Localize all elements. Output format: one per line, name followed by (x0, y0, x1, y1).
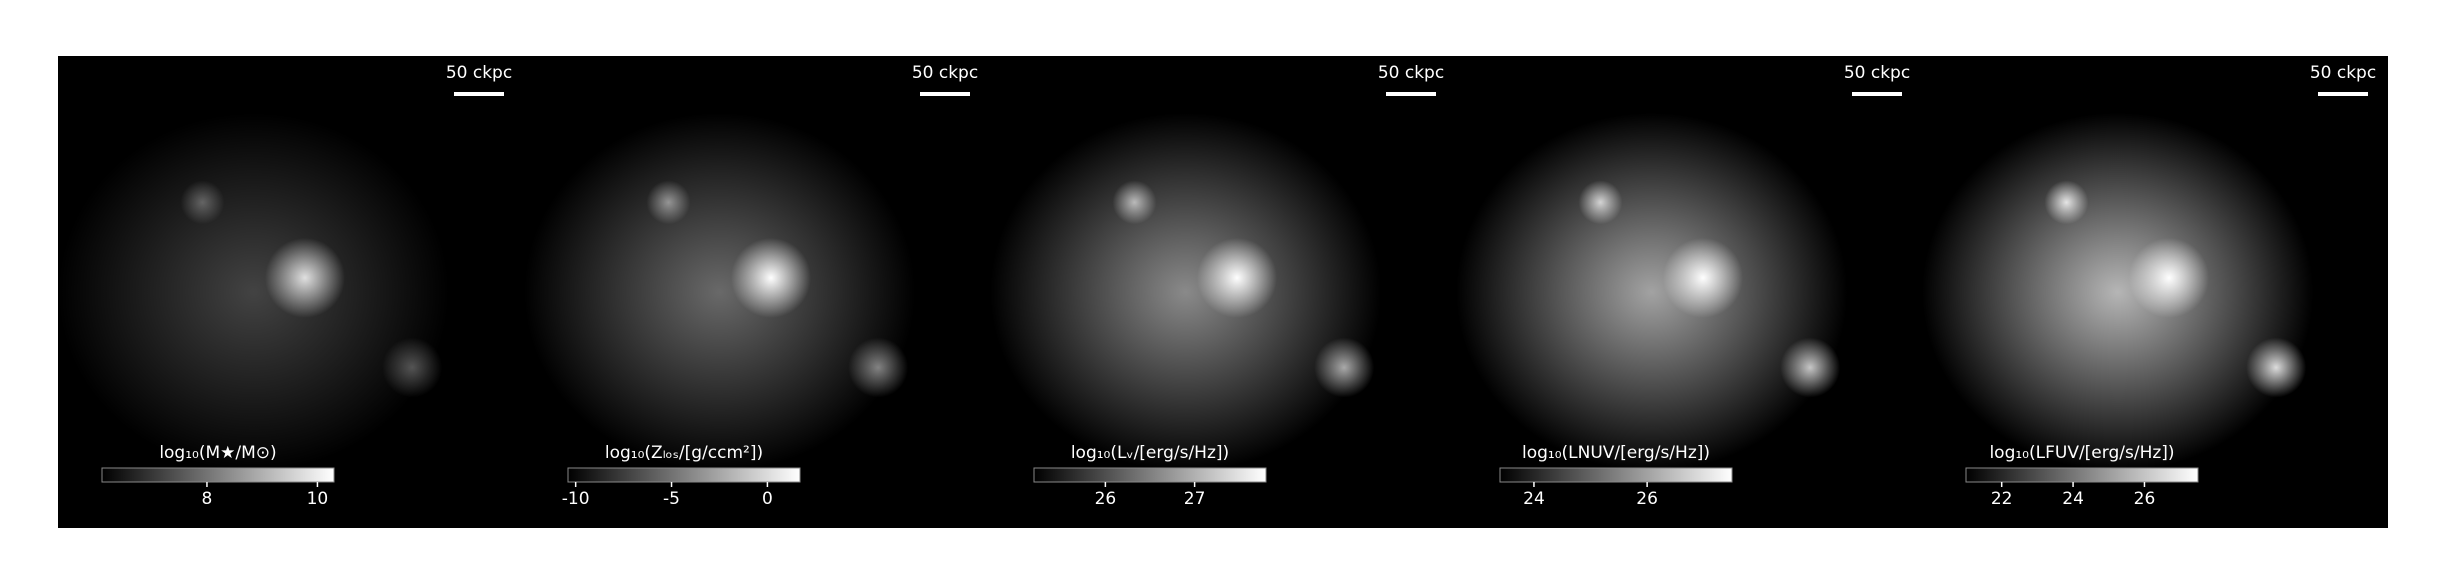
map-satellite (646, 180, 691, 225)
map-diffuse (1922, 112, 2314, 472)
map-diffuse (524, 112, 916, 472)
map-satellite (2044, 180, 2089, 225)
scale-label: 50 ckpc (912, 63, 978, 83)
map-core (2128, 237, 2209, 318)
map-satellite (1578, 180, 1623, 225)
colorbar-tick-label: 8 (202, 489, 213, 509)
colorbar (1499, 467, 1733, 483)
map-satellite (1314, 337, 1375, 398)
colorbar-tick-label: 26 (1095, 489, 1117, 509)
map-core (1196, 237, 1277, 318)
map-core (264, 237, 345, 318)
colorbar-tick-label: 27 (1184, 489, 1206, 509)
scale-label: 50 ckpc (1378, 63, 1444, 83)
colorbar-tick-label: -5 (663, 489, 680, 509)
map-core (730, 237, 811, 318)
colorbar-label: log₁₀(Zₗₒₛ/[g/ccm²]) (605, 443, 763, 463)
scale-label: 50 ckpc (2310, 63, 2376, 83)
colorbar-label: log₁₀(LFUV/[erg/s/Hz]) (1989, 443, 2174, 463)
colorbar (567, 467, 801, 483)
colorbar-tick-label: 26 (2134, 489, 2156, 509)
colorbar-tick-label: 24 (1523, 489, 1545, 509)
map-diffuse (58, 112, 450, 472)
colorbar-label: log₁₀(Lᵥ/[erg/s/Hz]) (1071, 443, 1229, 463)
colorbar-tick-label: 22 (1991, 489, 2013, 509)
colorbar-label: log₁₀(M★/M⊙) (159, 443, 276, 463)
colorbar (1033, 467, 1267, 483)
map-satellite (1780, 337, 1841, 398)
map-diffuse (1456, 112, 1848, 472)
map-satellite (180, 180, 225, 225)
colorbar (1965, 467, 2199, 483)
colorbar-tick-label: 24 (2062, 489, 2084, 509)
colorbar-tick-label: 10 (307, 489, 329, 509)
colorbar-tick-label: -10 (562, 489, 590, 509)
scale-label: 50 ckpc (1844, 63, 1910, 83)
colorbar (101, 467, 335, 483)
colorbar-tick-label: 26 (1636, 489, 1658, 509)
map-satellite (382, 337, 443, 398)
scale-label: 50 ckpc (446, 63, 512, 83)
colorbar-tick-label: 0 (762, 489, 773, 509)
map-satellite (1112, 180, 1157, 225)
map-core (1662, 237, 1743, 318)
map-satellite (848, 337, 909, 398)
colorbar-label: log₁₀(LNUV/[erg/s/Hz]) (1522, 443, 1710, 463)
map-satellite (2246, 337, 2307, 398)
map-diffuse (990, 112, 1382, 472)
